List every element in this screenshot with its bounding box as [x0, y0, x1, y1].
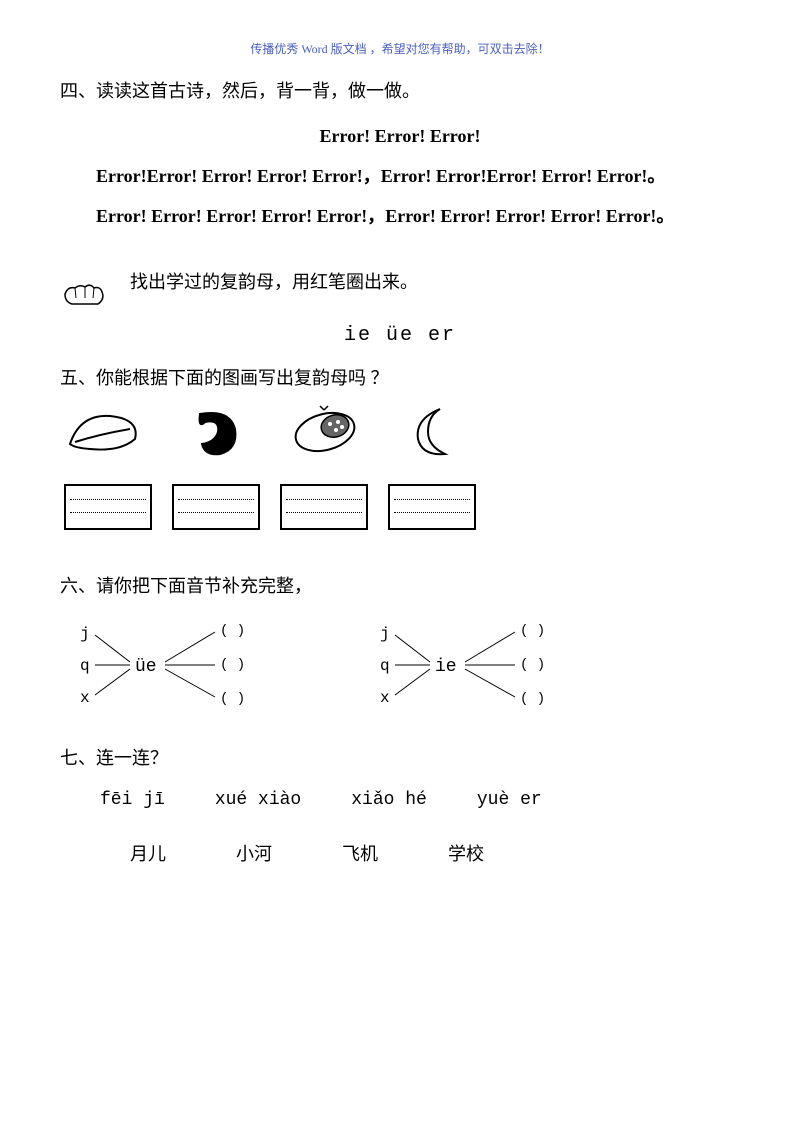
- write-box[interactable]: [172, 484, 260, 530]
- error-block: Error! Error! Error! Error!Error! Error!…: [60, 117, 740, 236]
- header-note: 传播优秀 Word 版文档 ，希望对您有帮助，可双击去除！: [60, 40, 740, 57]
- section7-title: 七、连一连？: [60, 742, 740, 774]
- match-block: fēi jī xué xiào xiǎo hé yuè er 月儿 小河 飞机 …: [60, 790, 740, 866]
- error-line2: Error!Error! Error! Error! Error!，Error!…: [60, 157, 740, 197]
- pinyin-display: ie üe er: [60, 324, 740, 347]
- error-line1: Error! Error! Error!: [60, 117, 740, 157]
- write-box[interactable]: [64, 484, 152, 530]
- hanzi-feiji: 飞机: [342, 840, 378, 866]
- write-boxes: [60, 469, 740, 545]
- section6-title: 六、请你把下面音节补充完整，: [60, 570, 740, 602]
- section4-title: 四、读读这首古诗，然后，背一背，做一做。: [60, 75, 740, 107]
- write-box[interactable]: [280, 484, 368, 530]
- match-pinyin-row: fēi jī xué xiào xiǎo hé yuè er: [100, 790, 740, 810]
- leaf-icon: [60, 404, 150, 459]
- pinyin-yueer: yuè er: [477, 790, 542, 810]
- diagram-ue: j q x üe ( ) ( ) ( ): [80, 617, 300, 717]
- moon-icon: [390, 404, 480, 459]
- hanzi-xiaohe: 小河: [236, 840, 272, 866]
- hand-instruction-row: 找出学过的复韵母，用红笔圈出来。: [60, 256, 740, 308]
- pinyin-xiaohe: xiǎo hé: [351, 790, 427, 810]
- sausage-icon: [280, 404, 370, 459]
- error-line3: Error! Error! Error! Error! Error!，Error…: [60, 197, 740, 237]
- sub-instruction: 找出学过的复韵母，用红笔圈出来。: [130, 266, 418, 298]
- image-row: [60, 404, 740, 459]
- hanzi-yueer: 月儿: [130, 840, 166, 866]
- diagram-row: j q x üe ( ) ( ) ( ) j q x ie ( ) (: [80, 617, 740, 717]
- match-hanzi-row: 月儿 小河 飞机 学校: [130, 840, 740, 866]
- hanzi-xuexiao: 学校: [448, 840, 484, 866]
- hand-icon: [60, 274, 110, 309]
- ear-icon: [170, 404, 260, 459]
- diagram-ie: j q x ie ( ) ( ) ( ): [380, 617, 600, 717]
- pinyin-xuexiao: xué xiào: [215, 790, 301, 810]
- section5-title: 五、你能根据下面的图画写出复韵母吗 ？: [60, 362, 740, 394]
- write-box[interactable]: [388, 484, 476, 530]
- pinyin-feiji: fēi jī: [100, 790, 165, 810]
